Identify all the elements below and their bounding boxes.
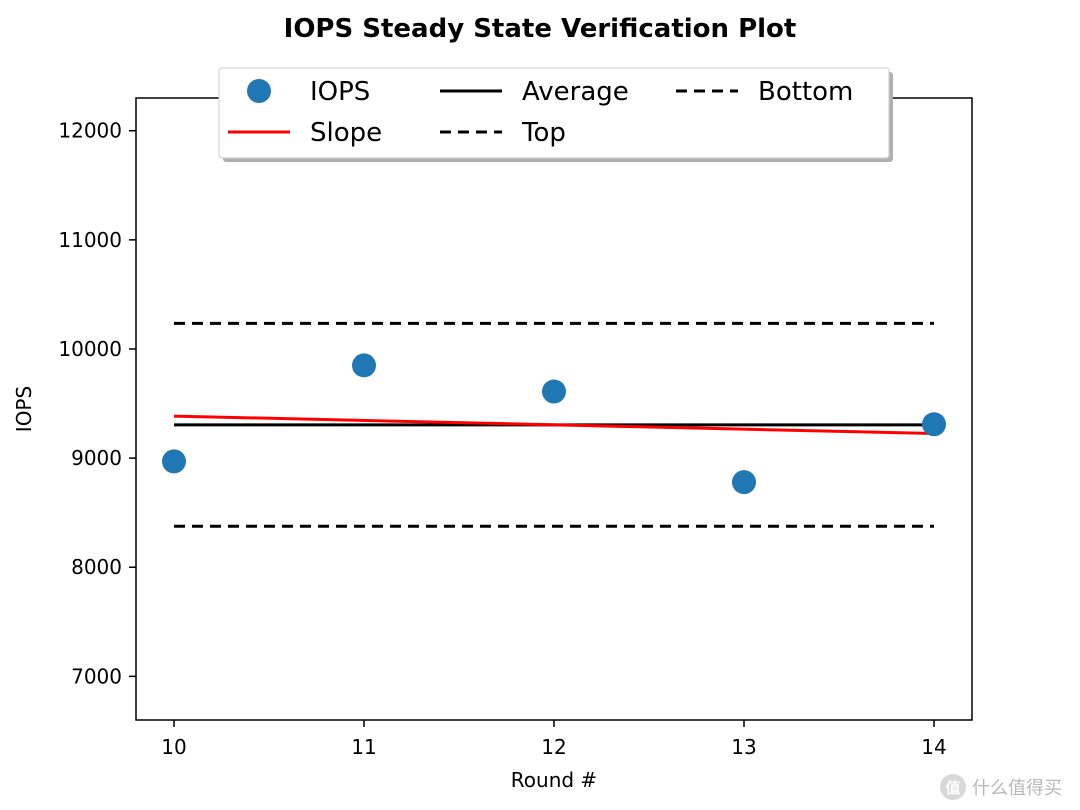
y-tick-label: 10000	[58, 337, 122, 361]
y-tick-label: 8000	[71, 555, 122, 579]
x-tick-label: 14	[921, 735, 946, 759]
watermark: 值 什么值得买	[940, 774, 1062, 800]
legend-iops-label: IOPS	[310, 77, 370, 107]
legend-iops-swatch	[247, 79, 271, 103]
slope-line	[173, 414, 935, 436]
x-tick-label: 10	[161, 735, 186, 759]
legend-bottom-label: Bottom	[758, 77, 853, 107]
y-tick-label: 12000	[58, 119, 122, 143]
legend-slope-label: Slope	[310, 118, 382, 148]
watermark-logo-icon: 值	[940, 774, 966, 800]
legend-items: IOPS Slope Average Top Bottom	[228, 77, 853, 148]
legend-top-label: Top	[521, 118, 566, 148]
y-tick-label: 11000	[58, 228, 122, 252]
x-tick-label: 11	[351, 735, 376, 759]
x-tick-label: 12	[541, 735, 566, 759]
x-axis-label: Round #	[511, 768, 597, 792]
x-axis: 10 11 12 13 14	[161, 720, 947, 759]
x-tick-label: 13	[731, 735, 756, 759]
iops-point	[352, 353, 376, 378]
chart-title: IOPS Steady State Verification Plot	[284, 14, 797, 44]
watermark-text: 什么值得买	[972, 778, 1062, 799]
y-tick-label: 9000	[71, 446, 122, 470]
iops-point	[922, 412, 946, 437]
iops-point	[542, 379, 566, 404]
series-layer	[162, 321, 946, 528]
y-tick-label: 7000	[71, 664, 122, 688]
plot-area-frame	[135, 97, 973, 721]
iops-point	[732, 470, 756, 495]
legend-average-label: Average	[522, 77, 629, 107]
y-axis: 7000 8000 9000 10000 11000 12000	[58, 119, 136, 688]
legend: IOPS Slope Average Top Bottom	[218, 67, 893, 162]
iops-point	[162, 449, 186, 474]
y-axis-label: IOPS	[12, 386, 36, 432]
